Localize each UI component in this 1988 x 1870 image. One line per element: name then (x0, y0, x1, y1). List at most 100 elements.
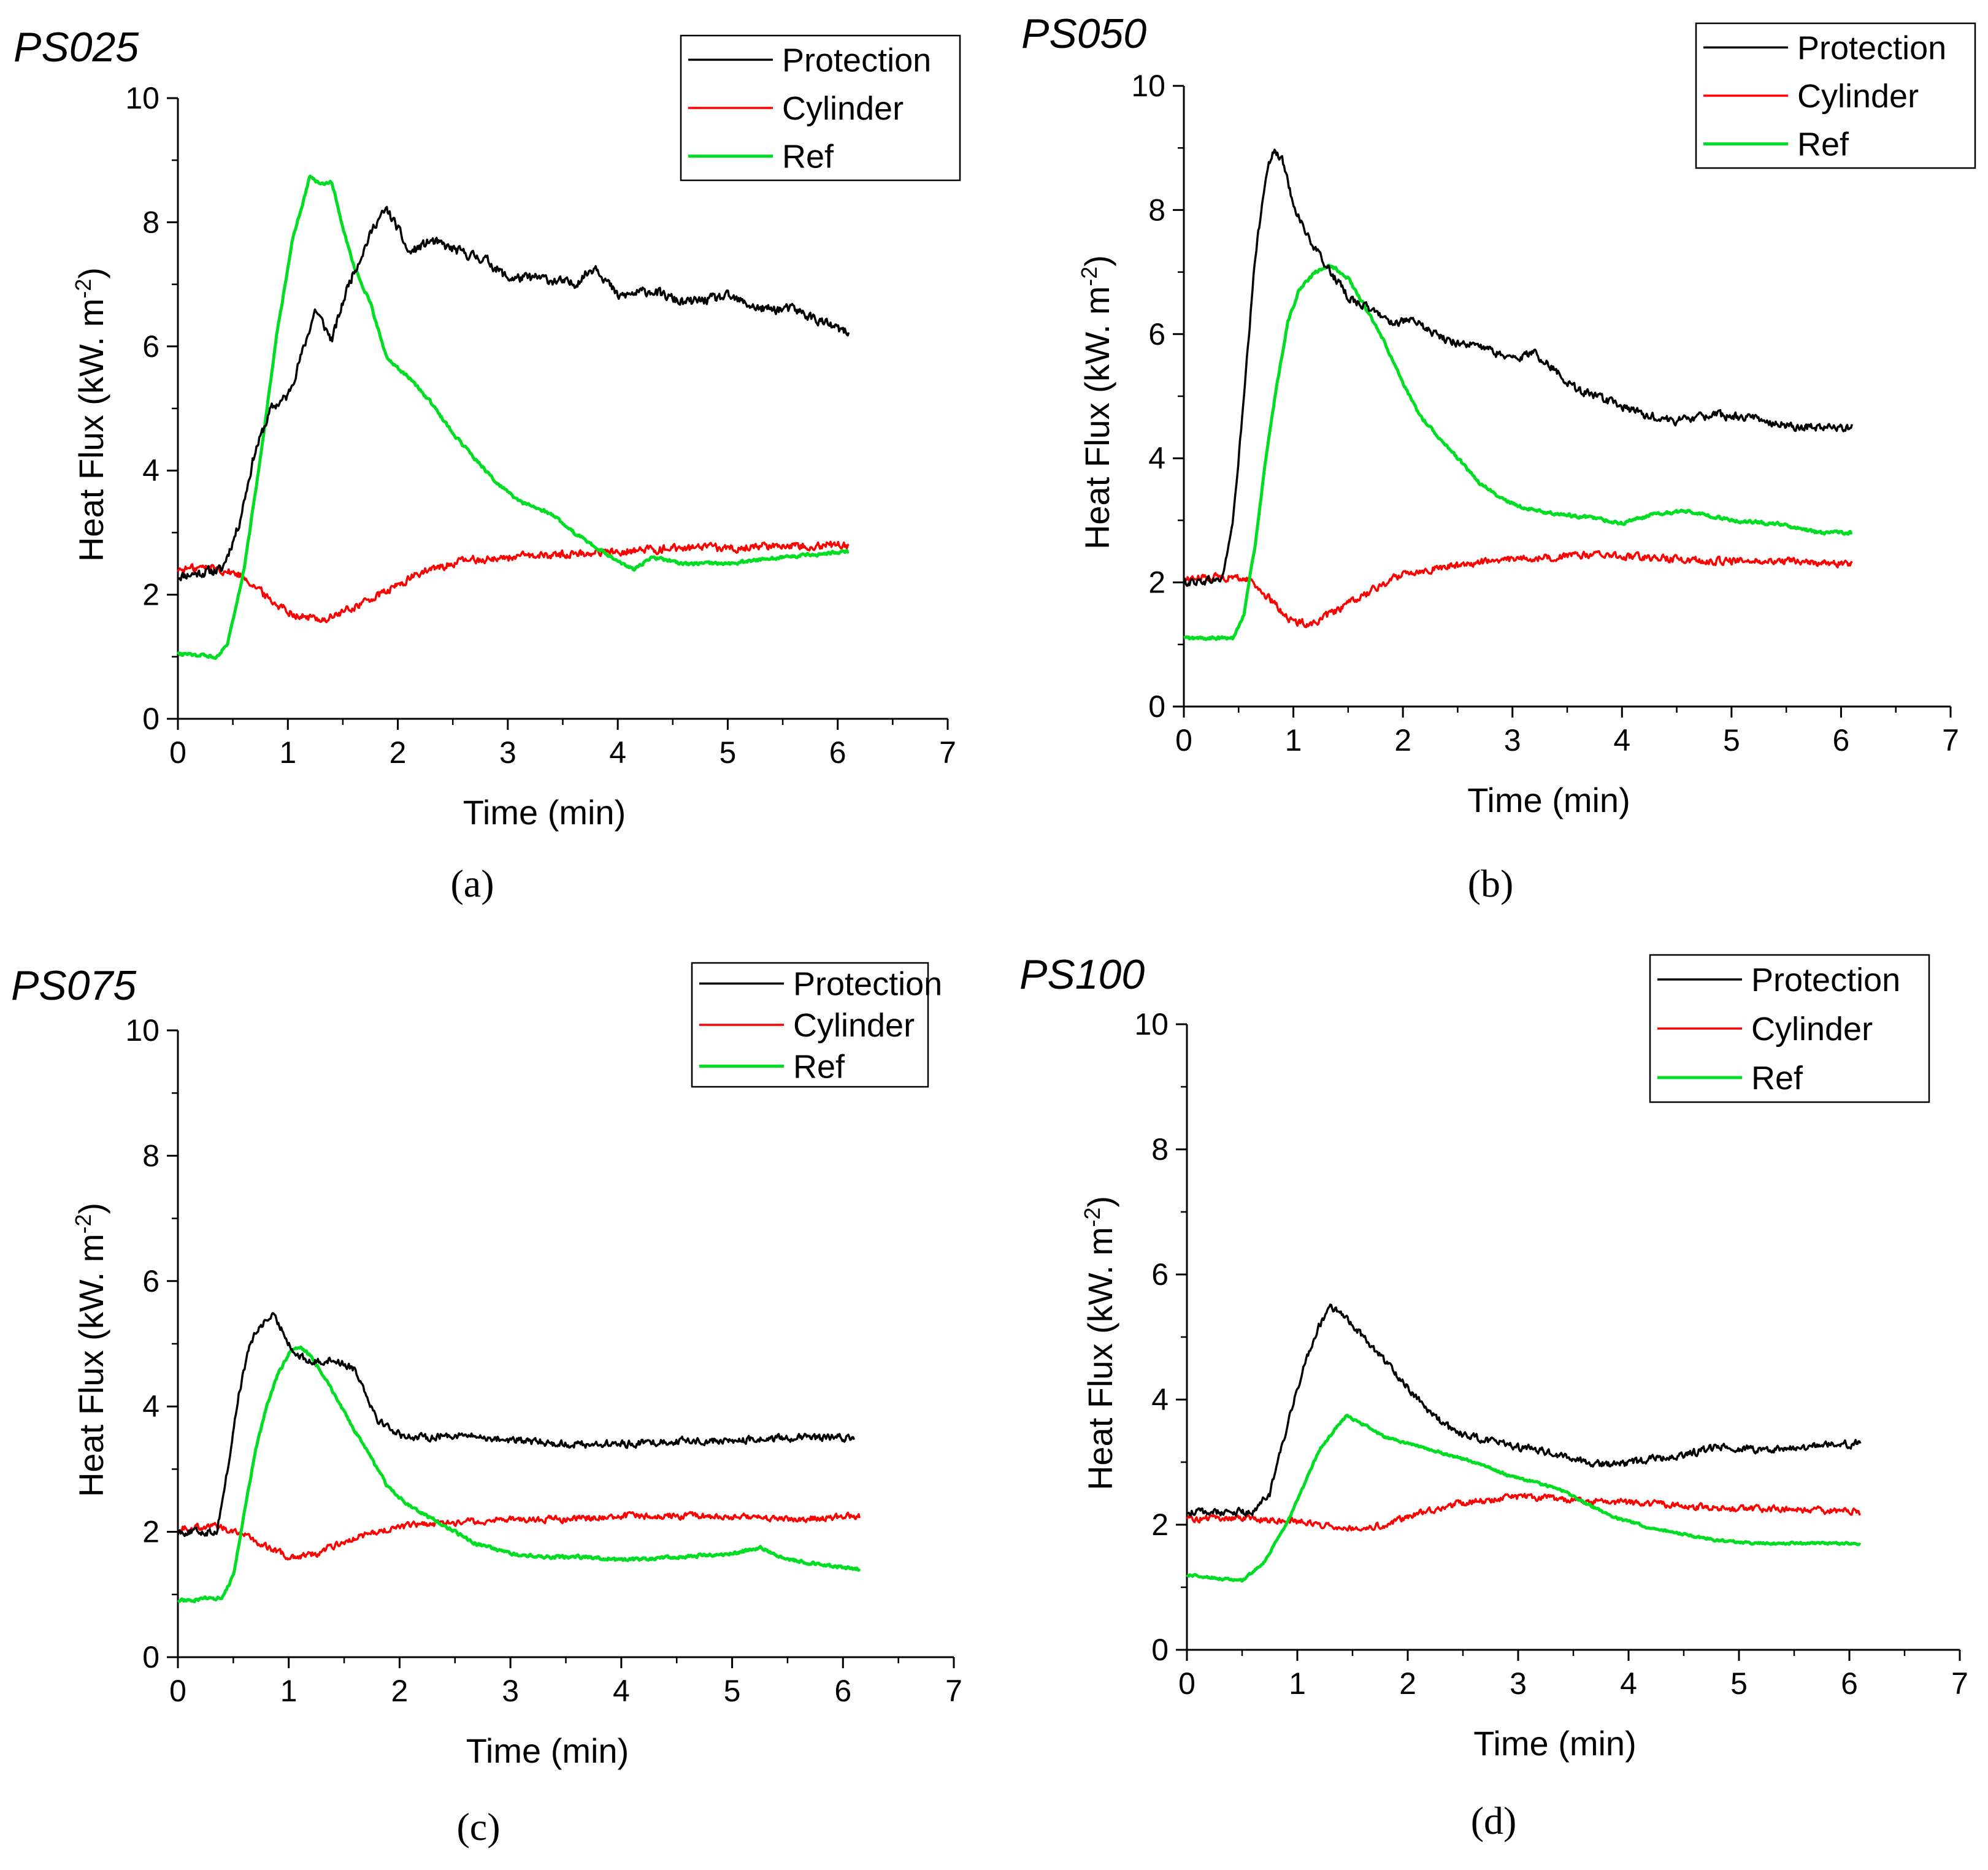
x-tick-label: 5 (1730, 1666, 1748, 1701)
y-tick-label: 4 (142, 1389, 159, 1424)
x-tick-label: 5 (720, 735, 737, 770)
panel-caption: (c) (456, 1805, 500, 1849)
series-line-protection (177, 205, 850, 581)
x-axis-title: Time (min) (1467, 781, 1630, 819)
legend-label-ref: Ref (1751, 1060, 1803, 1097)
legend-label-protection: Protection (782, 42, 931, 79)
y-tick-label: 4 (1148, 441, 1165, 475)
x-tick-label: 7 (939, 735, 956, 770)
y-axis-title-text: Heat Flux (kW. m (1081, 1227, 1119, 1490)
x-tick-label: 6 (1833, 723, 1850, 757)
x-tick-label: 7 (1942, 723, 1959, 757)
y-tick-label: 10 (125, 1013, 159, 1048)
legend: Protection Cylinder Ref (1649, 954, 1930, 1103)
y-tick-label: 6 (1151, 1257, 1169, 1292)
x-tick-label: 0 (1175, 723, 1192, 757)
x-tick-label: 6 (834, 1674, 851, 1708)
legend: Protection Cylinder Ref (680, 34, 961, 182)
x-tick-label: 0 (1178, 1666, 1195, 1701)
y-axis-title-close: ) (1078, 255, 1116, 267)
y-tick-label: 4 (1151, 1382, 1169, 1417)
series-line-cylinder (177, 1511, 861, 1561)
chart-title: PS025 (13, 24, 139, 71)
x-tick-label: 3 (499, 735, 516, 770)
series-line-ref (176, 174, 850, 661)
series-line-cylinder (1183, 550, 1853, 629)
chart-panel-ps075: PS075 0 1 2 3 4 5 6 7 0 2 4 6 8 10 Time (min) Heat Flux … (11, 962, 962, 1849)
chart-panel-ps025: PS025 0 1 2 3 4 5 6 7 0 2 4 6 8 10 Time (min) Heat Flux … (13, 24, 961, 905)
chart-title: PS075 (11, 962, 136, 1009)
x-axis-title: Time (min) (463, 793, 626, 832)
y-tick-label: 10 (1131, 69, 1165, 103)
y-axis-title-superscript: -2 (1080, 1208, 1105, 1227)
legend: Protection Cylinder Ref (1695, 22, 1976, 169)
y-tick-label: 8 (1148, 193, 1165, 227)
y-tick-label: 10 (125, 81, 159, 115)
x-tick-label: 6 (1841, 1666, 1858, 1701)
x-tick-label: 3 (1510, 1666, 1527, 1701)
series-line-cylinder (177, 540, 850, 624)
series-line-cylinder (1186, 1493, 1861, 1532)
y-axis-title-close: ) (1081, 1196, 1119, 1208)
x-tick-label: 3 (1504, 723, 1521, 757)
x-tick-label: 4 (1613, 723, 1630, 757)
y-tick-label: 0 (142, 1640, 159, 1674)
chart-title: PS050 (1021, 10, 1146, 57)
y-axis-title-close: ) (72, 267, 110, 279)
x-tick-label: 4 (609, 735, 626, 770)
x-tick-label: 3 (502, 1674, 519, 1708)
legend: Protection Cylinder Ref (691, 962, 942, 1088)
legend-label-ref: Ref (793, 1048, 845, 1085)
chart-panel-ps050: PS050 0 1 2 3 4 5 6 7 0 2 4 6 8 10 Time (min) Heat Flux … (1021, 10, 1976, 905)
x-tick-label: 2 (390, 735, 407, 770)
y-tick-label: 10 (1134, 1007, 1169, 1041)
y-axis-title-text: Heat Flux (kW. m (72, 299, 110, 562)
y-tick-label: 2 (142, 1515, 159, 1549)
y-tick-label: 0 (1151, 1633, 1169, 1667)
y-tick-label: 8 (142, 1138, 159, 1173)
panel-caption: (b) (1468, 862, 1514, 905)
y-tick-label: 4 (142, 453, 159, 488)
x-tick-label: 1 (1289, 1666, 1306, 1701)
y-tick-label: 6 (142, 329, 159, 364)
x-tick-label: 5 (724, 1674, 741, 1708)
series-line-ref (177, 1345, 861, 1604)
y-axis-title: Heat Flux (kW. m-2) (71, 267, 111, 562)
legend-label-protection: Protection (1751, 962, 1900, 998)
y-axis-title: Heat Flux (kW. m-2) (1080, 1196, 1120, 1490)
x-tick-label: 1 (1285, 723, 1302, 757)
chart-title: PS100 (1019, 951, 1145, 998)
x-tick-label: 2 (391, 1674, 409, 1708)
chart-panel-ps100: PS100 0 1 2 3 4 5 6 7 0 2 4 6 8 10 Time (min) Heat Flux … (1019, 951, 1968, 1842)
y-tick-label: 6 (142, 1264, 159, 1298)
x-tick-label: 1 (279, 735, 296, 770)
y-axis-title: Heat Flux (kW. m-2) (71, 1203, 111, 1497)
y-tick-label: 0 (142, 702, 159, 736)
x-tick-label: 6 (829, 735, 846, 770)
x-tick-label: 0 (169, 1674, 186, 1708)
x-tick-label: 2 (1394, 723, 1411, 757)
panel-caption: (a) (450, 862, 494, 905)
y-axis-title-superscript: -2 (71, 1214, 96, 1234)
legend-label-protection: Protection (793, 966, 942, 1003)
legend-label-cylinder: Cylinder (793, 1007, 915, 1044)
legend-label-cylinder: Cylinder (1797, 78, 1919, 115)
series-line-ref (1183, 263, 1853, 642)
legend-label-ref: Ref (1797, 126, 1849, 163)
series-line-protection (1186, 1303, 1862, 1517)
x-axis-title: Time (min) (1473, 1724, 1636, 1763)
series-line-protection (1183, 148, 1853, 587)
y-tick-label: 8 (142, 205, 159, 239)
x-tick-label: 4 (1620, 1666, 1637, 1701)
legend-label-cylinder: Cylinder (782, 90, 904, 127)
series-line-protection (177, 1312, 856, 1538)
y-axis-title-text: Heat Flux (kW. m (72, 1234, 110, 1497)
y-tick-label: 0 (1148, 689, 1165, 724)
x-tick-label: 5 (1723, 723, 1740, 757)
legend-label-ref: Ref (782, 139, 834, 175)
y-axis-title-close: ) (72, 1203, 110, 1214)
y-axis-title-text: Heat Flux (kW. m (1078, 286, 1116, 550)
panel-caption: (d) (1471, 1799, 1517, 1842)
y-tick-label: 2 (1148, 565, 1165, 600)
y-axis-title-superscript: -2 (71, 279, 96, 299)
